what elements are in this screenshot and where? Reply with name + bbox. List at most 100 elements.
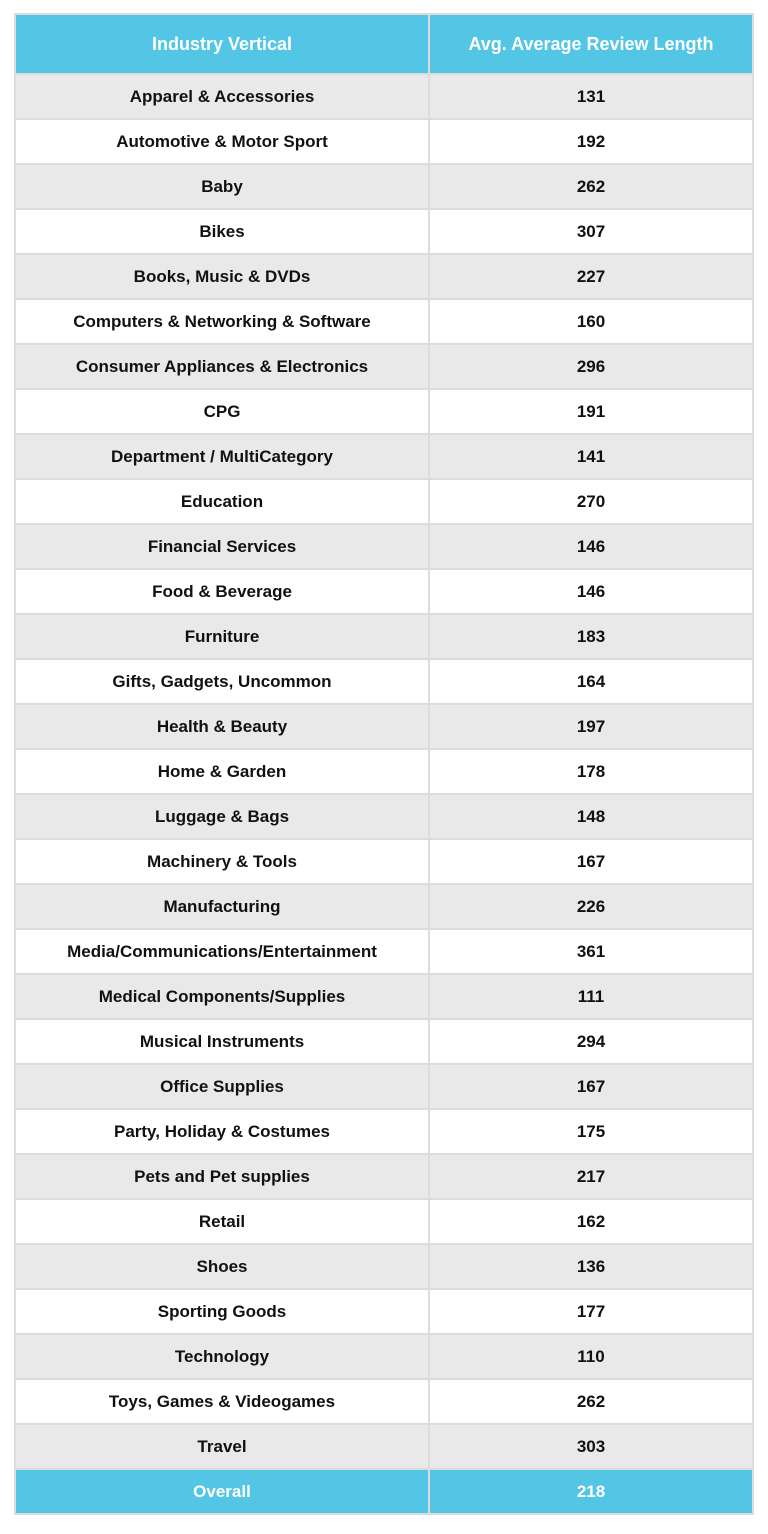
vertical-cell: Books, Music & DVDs (14, 253, 430, 300)
value-cell: 227 (428, 253, 754, 300)
table-row: Consumer Appliances & Electronics 296 (14, 343, 754, 390)
table-row: Books, Music & DVDs 227 (14, 253, 754, 300)
value-cell: 146 (428, 568, 754, 615)
vertical-cell: Musical Instruments (14, 1018, 430, 1065)
value-cell: 175 (428, 1108, 754, 1155)
vertical-cell: Automotive & Motor Sport (14, 118, 430, 165)
vertical-cell: Manufacturing (14, 883, 430, 930)
table-row: Gifts, Gadgets, Uncommon 164 (14, 658, 754, 705)
table-row: Financial Services 146 (14, 523, 754, 570)
table-row: Musical Instruments 294 (14, 1018, 754, 1065)
table-row: Technology 110 (14, 1333, 754, 1380)
table-row: Computers & Networking & Software 160 (14, 298, 754, 345)
table-row: Food & Beverage 146 (14, 568, 754, 615)
table-row: Media/Communications/Entertainment 361 (14, 928, 754, 975)
value-cell: 262 (428, 1378, 754, 1425)
table-row: Department / MultiCategory 141 (14, 433, 754, 480)
table-row: Retail 162 (14, 1198, 754, 1245)
vertical-cell: CPG (14, 388, 430, 435)
value-cell: 294 (428, 1018, 754, 1065)
value-cell: 262 (428, 163, 754, 210)
table-row: Health & Beauty 197 (14, 703, 754, 750)
vertical-cell: Retail (14, 1198, 430, 1245)
vertical-cell: Technology (14, 1333, 430, 1380)
table-row: Education 270 (14, 478, 754, 525)
vertical-cell: Office Supplies (14, 1063, 430, 1110)
value-cell: 167 (428, 1063, 754, 1110)
table-row: Automotive & Motor Sport 192 (14, 118, 754, 165)
table-row: Baby 262 (14, 163, 754, 210)
vertical-cell: Baby (14, 163, 430, 210)
value-cell: 136 (428, 1243, 754, 1290)
table-row: Luggage & Bags 148 (14, 793, 754, 840)
table-row: Home & Garden 178 (14, 748, 754, 795)
vertical-cell: Department / MultiCategory (14, 433, 430, 480)
value-cell: 162 (428, 1198, 754, 1245)
vertical-cell: Education (14, 478, 430, 525)
value-cell: 177 (428, 1288, 754, 1335)
vertical-cell: Machinery & Tools (14, 838, 430, 885)
vertical-cell: Luggage & Bags (14, 793, 430, 840)
value-cell: 141 (428, 433, 754, 480)
footer-cell: 218 (428, 1468, 754, 1515)
value-cell: 131 (428, 73, 754, 120)
value-cell: 307 (428, 208, 754, 255)
value-cell: 296 (428, 343, 754, 390)
value-cell: 192 (428, 118, 754, 165)
value-cell: 226 (428, 883, 754, 930)
vertical-cell: Medical Components/Supplies (14, 973, 430, 1020)
footer-row: Overall 218 (14, 1468, 754, 1515)
table-row: Medical Components/Supplies 111 (14, 973, 754, 1020)
header-row: Industry Vertical Avg. Average Review Len… (14, 13, 754, 75)
vertical-cell: Bikes (14, 208, 430, 255)
value-cell: 148 (428, 793, 754, 840)
table-row: Shoes 136 (14, 1243, 754, 1290)
vertical-cell: Food & Beverage (14, 568, 430, 615)
value-cell: 111 (428, 973, 754, 1020)
value-cell: 303 (428, 1423, 754, 1470)
footer-cell: Overall (14, 1468, 430, 1515)
table-row: Apparel & Accessories 131 (14, 73, 754, 120)
value-cell: 110 (428, 1333, 754, 1380)
vertical-cell: Media/Communications/Entertainment (14, 928, 430, 975)
vertical-cell: Pets and Pet supplies (14, 1153, 430, 1200)
data-table: Industry Vertical Avg. Average Review Len… (14, 13, 754, 1515)
vertical-cell: Sporting Goods (14, 1288, 430, 1335)
vertical-cell: Financial Services (14, 523, 430, 570)
table-row: Toys, Games & Videogames 262 (14, 1378, 754, 1425)
value-cell: 191 (428, 388, 754, 435)
vertical-cell: Home & Garden (14, 748, 430, 795)
vertical-cell: Consumer Appliances & Electronics (14, 343, 430, 390)
value-cell: 361 (428, 928, 754, 975)
table-row: Furniture 183 (14, 613, 754, 660)
vertical-cell: Travel (14, 1423, 430, 1470)
table-row: Party, Holiday & Costumes 175 (14, 1108, 754, 1155)
table-row: Sporting Goods 177 (14, 1288, 754, 1335)
value-cell: 167 (428, 838, 754, 885)
table-row: CPG 191 (14, 388, 754, 435)
table-row: Bikes 307 (14, 208, 754, 255)
header-cell: Industry Vertical (14, 13, 430, 75)
vertical-cell: Furniture (14, 613, 430, 660)
value-cell: 183 (428, 613, 754, 660)
table-row: Manufacturing 226 (14, 883, 754, 930)
vertical-cell: Gifts, Gadgets, Uncommon (14, 658, 430, 705)
vertical-cell: Toys, Games & Videogames (14, 1378, 430, 1425)
value-cell: 197 (428, 703, 754, 750)
value-cell: 164 (428, 658, 754, 705)
table-row: Office Supplies 167 (14, 1063, 754, 1110)
value-cell: 146 (428, 523, 754, 570)
vertical-cell: Shoes (14, 1243, 430, 1290)
vertical-cell: Apparel & Accessories (14, 73, 430, 120)
table-row: Machinery & Tools 167 (14, 838, 754, 885)
table-row: Travel 303 (14, 1423, 754, 1470)
value-cell: 160 (428, 298, 754, 345)
header-cell: Avg. Average Review Length (428, 13, 754, 75)
value-cell: 270 (428, 478, 754, 525)
table-row: Pets and Pet supplies 217 (14, 1153, 754, 1200)
vertical-cell: Health & Beauty (14, 703, 430, 750)
vertical-cell: Party, Holiday & Costumes (14, 1108, 430, 1155)
value-cell: 178 (428, 748, 754, 795)
vertical-cell: Computers & Networking & Software (14, 298, 430, 345)
